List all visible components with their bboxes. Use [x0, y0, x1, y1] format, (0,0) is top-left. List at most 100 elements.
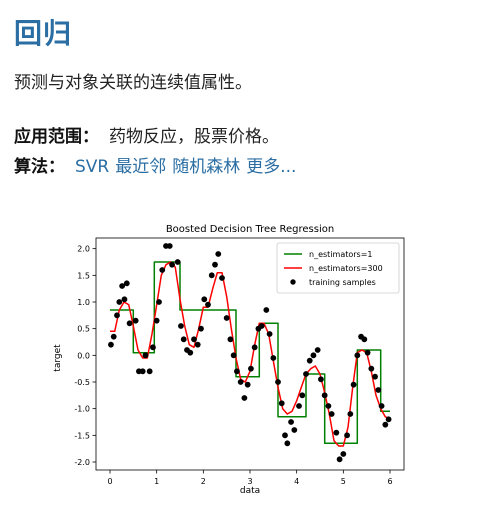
training-sample-point[interactable] — [350, 381, 357, 388]
training-sample-point[interactable] — [291, 427, 298, 433]
training-sample-point[interactable] — [282, 432, 288, 439]
training-sample-point[interactable] — [121, 296, 128, 303]
training-sample-point[interactable] — [336, 456, 343, 463]
training-sample-point[interactable] — [364, 349, 371, 356]
training-sample-point[interactable] — [314, 347, 321, 353]
training-sample-point[interactable] — [208, 272, 215, 279]
series-line-n-estimators-1 — [110, 261, 390, 445]
training-sample-point[interactable] — [126, 320, 133, 327]
training-sample-point[interactable] — [248, 365, 254, 372]
algorithm-link-nearest-neighbors[interactable]: 最近邻 — [115, 157, 167, 177]
algorithms-row: 算法： SVR 最近邻 随机森林 更多... — [14, 152, 302, 177]
training-sample-point[interactable] — [215, 251, 222, 257]
y-tick-label-5: -0.5 — [74, 378, 90, 387]
training-sample-point[interactable] — [241, 395, 248, 401]
training-sample-point[interactable] — [368, 365, 375, 372]
y-tick-label-4: 0.0 — [77, 351, 90, 360]
training-sample-point[interactable] — [328, 411, 335, 417]
training-sample-point[interactable] — [230, 352, 237, 359]
legend-label-2: training samples — [309, 278, 376, 287]
training-sample-point[interactable] — [223, 315, 230, 321]
algorithm-link-random-forest[interactable]: 随机森林 — [172, 157, 241, 177]
training-sample-point[interactable] — [205, 301, 211, 308]
training-sample-point[interactable] — [385, 416, 392, 423]
training-sample-point[interactable] — [201, 296, 208, 303]
training-sample-point[interactable] — [258, 323, 265, 329]
algorithm-link-svr[interactable]: SVR — [75, 157, 110, 177]
training-sample-point[interactable] — [227, 336, 234, 343]
training-sample-point[interactable] — [288, 419, 294, 425]
chart-title: Boosted Decision Tree Regression — [166, 224, 334, 235]
plot-frame — [95, 237, 405, 471]
training-sample-point[interactable] — [347, 411, 354, 417]
training-sample-point[interactable] — [244, 381, 251, 388]
training-sample-point[interactable] — [296, 403, 302, 409]
training-sample-point[interactable] — [212, 261, 218, 268]
training-sample-point[interactable] — [110, 333, 117, 340]
y-tick-label-8: -2.0 — [74, 458, 90, 467]
training-sample-point[interactable] — [237, 379, 244, 385]
algorithm-link-more[interactable]: 更多... — [246, 157, 297, 177]
training-sample-point[interactable] — [159, 267, 166, 273]
training-sample-point[interactable] — [169, 261, 175, 268]
algorithms-label: 算法： — [14, 157, 65, 177]
training-sample-point[interactable] — [108, 341, 114, 348]
training-sample-point[interactable] — [146, 368, 153, 375]
training-sample-point[interactable] — [333, 429, 340, 436]
training-sample-point[interactable] — [310, 352, 317, 359]
training-sample-point[interactable] — [270, 355, 277, 361]
x-tick-label-4: 4 — [294, 477, 299, 486]
training-sample-point[interactable] — [340, 451, 347, 457]
training-sample-point[interactable] — [375, 387, 382, 393]
training-sample-point[interactable] — [156, 299, 162, 305]
training-sample-point[interactable] — [187, 349, 194, 356]
training-sample-point[interactable] — [325, 403, 332, 409]
legend-marker-training-samples — [290, 279, 296, 285]
training-sample-point[interactable] — [266, 331, 273, 337]
x-tick-label-6: 6 — [387, 477, 392, 486]
training-sample-point[interactable] — [321, 392, 328, 399]
y-tick-label-0: 2.0 — [77, 245, 90, 254]
training-sample-point[interactable] — [132, 317, 139, 324]
training-sample-point[interactable] — [219, 275, 225, 281]
training-sample-point[interactable] — [354, 352, 361, 359]
training-sample-point[interactable] — [119, 283, 126, 289]
legend-label-0: n_estimators=1 — [309, 250, 373, 259]
training-sample-point[interactable] — [166, 243, 173, 249]
training-sample-point[interactable] — [198, 325, 204, 332]
training-sample-point[interactable] — [372, 373, 378, 380]
training-sample-point[interactable] — [191, 336, 197, 343]
training-sample-point[interactable] — [378, 403, 385, 409]
training-sample-point[interactable] — [284, 440, 291, 447]
training-sample-point[interactable] — [275, 379, 281, 385]
training-sample-point[interactable] — [263, 307, 270, 313]
training-sample-point[interactable] — [180, 336, 187, 343]
training-sample-point[interactable] — [153, 317, 160, 324]
training-sample-point[interactable] — [361, 336, 368, 343]
x-tick-label-3: 3 — [247, 477, 252, 486]
training-sample-point[interactable] — [116, 299, 123, 305]
x-tick-label-0: 0 — [107, 477, 112, 486]
training-sample-point[interactable] — [194, 341, 201, 348]
training-sample-point[interactable] — [344, 432, 350, 439]
training-sample-point[interactable] — [299, 392, 306, 399]
training-sample-point[interactable] — [142, 352, 149, 359]
training-sample-point[interactable] — [234, 368, 240, 375]
training-sample-point[interactable] — [303, 371, 309, 377]
training-sample-point[interactable] — [306, 357, 313, 364]
training-sample-point[interactable] — [114, 312, 120, 319]
regression-chart[interactable]: Boosted Decision Tree Regression 0 1 2 3 4 5 6… — [44, 214, 424, 510]
training-sample-point[interactable] — [251, 344, 258, 351]
legend-label-1: n_estimators=300 — [309, 264, 383, 273]
chart-legend — [276, 242, 400, 294]
training-sample-point[interactable] — [382, 421, 389, 428]
x-tick-label-5: 5 — [341, 477, 346, 486]
training-sample-point[interactable] — [123, 280, 130, 287]
training-sample-point[interactable] — [139, 368, 146, 375]
training-sample-point[interactable] — [150, 344, 156, 351]
y-tick-label-1: 1.5 — [77, 271, 90, 280]
training-sample-point[interactable] — [278, 400, 285, 407]
training-sample-point[interactable] — [178, 323, 184, 329]
training-sample-point[interactable] — [174, 259, 181, 265]
training-sample-point[interactable] — [318, 376, 324, 383]
